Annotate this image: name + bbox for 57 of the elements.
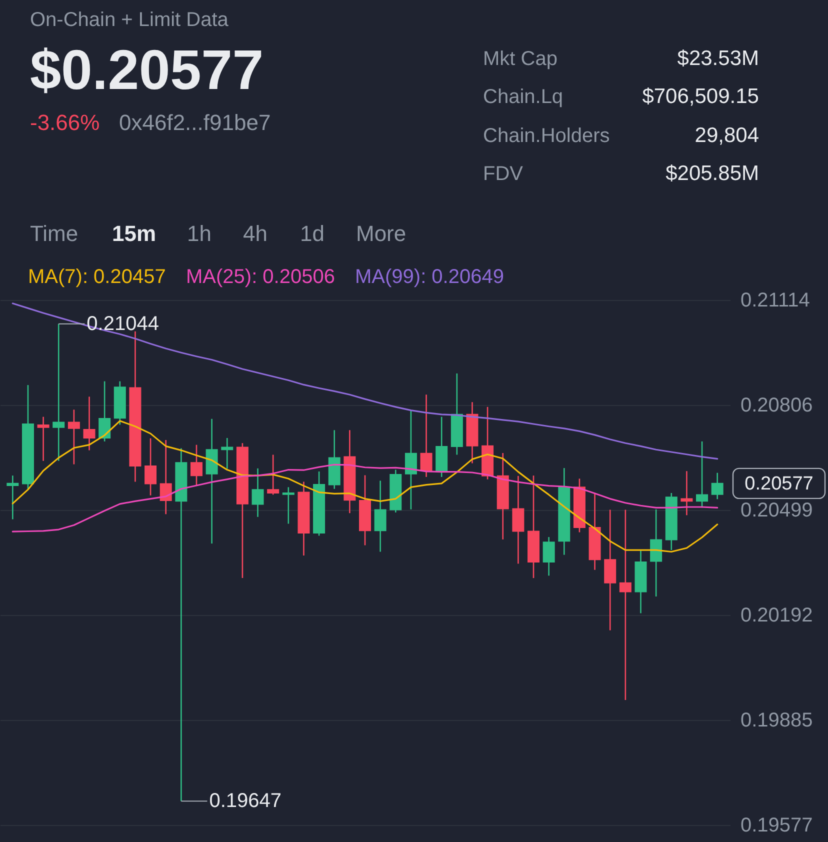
candlestick: [83, 396, 96, 451]
candlestick: [160, 439, 172, 515]
candlestick: [37, 416, 50, 462]
candlestick: [711, 472, 724, 500]
candlestick: [374, 480, 386, 552]
text: $706,509.15: [642, 85, 759, 108]
text: Chain.Holders: [483, 125, 610, 147]
text: 4h: [243, 221, 268, 246]
annotation: 0.19647: [209, 790, 282, 812]
candlestick: [190, 444, 202, 486]
text: Chain.Lq: [483, 86, 564, 108]
candlestick: [6, 474, 19, 520]
text: 29,804: [694, 124, 760, 147]
candlestick: [252, 468, 264, 518]
y-tick-label: 0.20499: [740, 500, 813, 522]
candlestick: [619, 509, 632, 701]
text: Mkt Cap: [483, 48, 558, 70]
text: FDV: [483, 163, 524, 185]
line-series: [12, 302, 718, 460]
candlestick: [512, 475, 524, 564]
candlestick: [98, 380, 111, 442]
candlestick: [221, 437, 234, 470]
text: MA(99): 0.20649: [355, 266, 504, 288]
candlestick: [542, 536, 555, 576]
text: -3.66%: [30, 110, 100, 135]
text: Time: [30, 221, 78, 246]
annotation: 0.21044: [86, 312, 159, 335]
text: 0.20577: [744, 473, 814, 494]
candlestick: [650, 508, 662, 598]
candlestick: [144, 438, 157, 496]
candlestick: [267, 454, 280, 496]
text: $0.20577: [30, 38, 264, 101]
text: 1d: [300, 221, 324, 246]
text: MA(25): 0.20506: [186, 266, 335, 288]
text: 15m: [112, 221, 156, 246]
candlestick: [404, 410, 417, 510]
text: $205.85M: [666, 162, 759, 185]
text: MA(7): 0.20457: [28, 266, 166, 288]
candlestick: [436, 416, 448, 478]
chart-title: On-Chain + Limit Data: [30, 9, 230, 31]
y-tick-label: 0.20806: [740, 394, 813, 417]
candlestick: [696, 440, 708, 508]
candlestick: [420, 394, 432, 478]
candlestick: [52, 323, 65, 462]
text: $23.53M: [677, 47, 759, 70]
text: More: [356, 221, 406, 246]
y-tick-label: 0.21114: [740, 290, 810, 312]
y-tick-label: 0.19885: [740, 709, 813, 732]
text: 1h: [187, 221, 212, 246]
candlestick: [175, 448, 188, 802]
y-tick-label: 0.20192: [740, 604, 813, 626]
text: 0x46f2...f91be7: [119, 110, 271, 135]
candlestick: [68, 408, 80, 465]
candlestick: [604, 509, 616, 631]
candlestick: [680, 470, 693, 516]
y-tick-label: 0.19577: [740, 814, 813, 836]
candlestick: [282, 486, 294, 524]
